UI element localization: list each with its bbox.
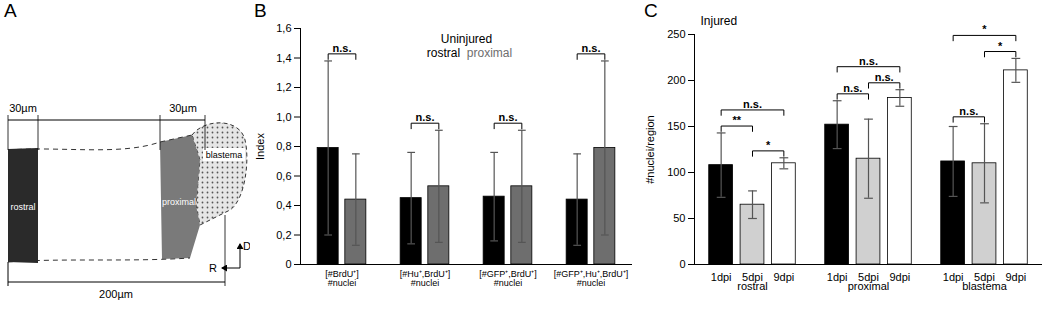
svg-text:R: R: [209, 262, 217, 274]
svg-text:200: 200: [667, 74, 685, 86]
svg-text:9dpi: 9dpi: [889, 271, 910, 283]
svg-text:n.s.: n.s.: [875, 71, 894, 83]
svg-text:[#BrdU⁺]#nuclei: [#BrdU⁺]#nuclei: [325, 269, 359, 288]
svg-text:*: *: [982, 23, 987, 35]
svg-text:proximal: proximal: [848, 280, 890, 292]
svg-text:blastema: blastema: [206, 150, 243, 160]
svg-text:1dpi: 1dpi: [827, 271, 848, 283]
svg-text:50: 50: [673, 212, 685, 224]
svg-text:150: 150: [667, 120, 685, 132]
svg-text:0,4: 0,4: [276, 199, 291, 211]
svg-text:proximal: proximal: [467, 46, 512, 60]
svg-text:rostral: rostral: [10, 202, 35, 212]
svg-text:1,4: 1,4: [276, 52, 291, 64]
svg-text:blastema: blastema: [962, 280, 1008, 292]
svg-text:*: *: [766, 139, 771, 151]
svg-text:Injured: Injured: [701, 14, 738, 28]
svg-text:0: 0: [285, 258, 291, 270]
svg-text:n.s.: n.s.: [859, 55, 878, 67]
svg-text:0,8: 0,8: [276, 140, 291, 152]
svg-text:30µm: 30µm: [9, 102, 37, 114]
svg-text:1,6: 1,6: [276, 22, 291, 34]
svg-text:rostral: rostral: [427, 46, 460, 60]
svg-text:D: D: [243, 240, 250, 252]
svg-text:*: *: [998, 40, 1003, 52]
svg-text:rostral: rostral: [737, 280, 768, 292]
svg-text:0,2: 0,2: [276, 229, 291, 241]
svg-text:Uninjured: Uninjured: [441, 32, 492, 46]
svg-text:0,6: 0,6: [276, 170, 291, 182]
svg-text:n.s.: n.s.: [843, 82, 862, 94]
html-text:A: A: [4, 0, 17, 21]
svg-text:9dpi: 9dpi: [1005, 271, 1026, 283]
svg-text:Index: Index: [254, 133, 266, 160]
svg-text:9dpi: 9dpi: [773, 271, 794, 283]
svg-text:n.s.: n.s.: [416, 111, 435, 123]
svg-text:[#GFP⁺,BrdU⁺]#nuclei: [#GFP⁺,BrdU⁺]#nuclei: [479, 269, 537, 288]
svg-text:proximal: proximal: [162, 197, 196, 207]
svg-text:#nuclei/region: #nuclei/region: [644, 115, 656, 184]
svg-text:n.s.: n.s.: [499, 111, 518, 123]
svg-text:100: 100: [667, 166, 685, 178]
svg-text:30µm: 30µm: [169, 102, 197, 114]
svg-text:1dpi: 1dpi: [943, 271, 964, 283]
svg-text:[#GFP⁺,Hu⁺,BrdU⁺]#nuclei: [#GFP⁺,Hu⁺,BrdU⁺]#nuclei: [554, 269, 629, 288]
svg-text:**: **: [733, 114, 742, 126]
svg-text:1,0: 1,0: [276, 111, 291, 123]
svg-text:5dpi: 5dpi: [742, 271, 763, 284]
svg-text:200µm: 200µm: [99, 288, 133, 300]
svg-text:n.s.: n.s.: [743, 98, 762, 110]
svg-text:0: 0: [679, 258, 685, 270]
svg-text:n.s.: n.s.: [333, 42, 352, 54]
svg-text:250: 250: [667, 28, 685, 40]
svg-text:n.s.: n.s.: [582, 42, 601, 54]
svg-text:1,2: 1,2: [276, 81, 291, 93]
svg-text:[#Hu⁺,BrdU⁺]#nuclei: [#Hu⁺,BrdU⁺]#nuclei: [400, 269, 451, 288]
html-text:C: C: [644, 0, 658, 21]
svg-text:5dpi: 5dpi: [858, 271, 879, 284]
html-text:B: B: [254, 0, 267, 21]
svg-text:5dpi: 5dpi: [974, 271, 995, 284]
svg-text:n.s.: n.s.: [959, 105, 978, 117]
svg-text:1dpi: 1dpi: [711, 271, 732, 283]
